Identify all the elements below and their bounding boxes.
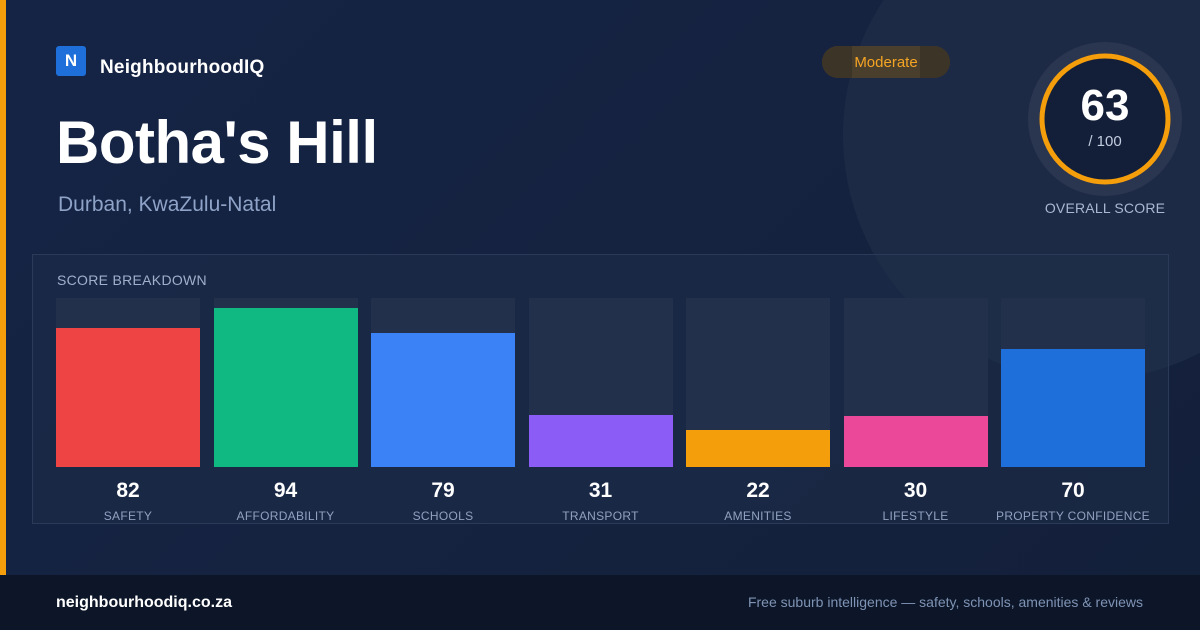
suburb-location: Durban, KwaZulu-Natal (58, 193, 277, 216)
suburb-title: Botha's Hill (56, 109, 378, 176)
rating-badge-label: Moderate (854, 53, 918, 71)
bar-track (1001, 298, 1145, 467)
bar-label: SCHOOLS (412, 509, 474, 523)
footer-tagline: Free suburb intelligence — safety, schoo… (747, 594, 1143, 610)
bar-fill (56, 328, 200, 467)
score-ring (1028, 42, 1182, 196)
bar-value: 22 (746, 479, 770, 502)
overall-score-gauge: 63 / 100 (1028, 42, 1182, 196)
bar-value: 31 (588, 479, 613, 502)
bar-value: 70 (1061, 479, 1085, 502)
accent-stripe (0, 0, 6, 575)
bar-label: AFFORDABILITY (236, 509, 335, 523)
footer-site-link[interactable]: neighbourhoodiq.co.za (56, 594, 232, 611)
bar-track (843, 298, 988, 467)
bar-label: SAFETY (103, 509, 153, 523)
bar-value: 79 (431, 479, 455, 502)
bar-fill (371, 333, 515, 467)
bar-fill (528, 415, 673, 467)
score-breakdown-title: SCORE BREAKDOWN (57, 272, 207, 288)
bar-label: LIFESTYLE (882, 509, 949, 523)
bar-track (371, 298, 515, 467)
bar-value: 94 (273, 479, 298, 502)
bar-label: TRANSPORT (562, 509, 639, 523)
brand-logo-icon: N (56, 46, 86, 76)
overall-score-max: / 100 (1088, 133, 1122, 150)
bar-track (213, 298, 358, 467)
brand[interactable]: N NeighbourhoodIQ (56, 46, 265, 78)
bar-track (56, 298, 200, 467)
bar-label: PROPERTY CONFIDENCE (996, 509, 1150, 523)
bar-value: 30 (903, 479, 928, 502)
brand-name: NeighbourhoodIQ (100, 57, 265, 78)
bar-track (528, 298, 673, 467)
bar-fill (686, 430, 830, 467)
bar-label: AMENITIES (724, 509, 792, 523)
score-breakdown-panel: SCORE BREAKDOWN 82 SAFETY 94 AFFORDABILITY 7… (32, 254, 1169, 524)
bar-fill (213, 308, 358, 467)
score-ring-progress (1039, 53, 1171, 185)
bar-fill (1001, 349, 1145, 467)
footer: neighbourhoodiq.co.za Free suburb intell… (0, 575, 1200, 630)
bar-fill (843, 416, 988, 467)
bar-value: 82 (116, 479, 140, 502)
rating-badge: Moderate (822, 46, 950, 78)
bar-track (686, 298, 830, 467)
overall-score-value: 63 (1080, 81, 1130, 130)
overall-score-label: OVERALL SCORE (1044, 200, 1166, 216)
